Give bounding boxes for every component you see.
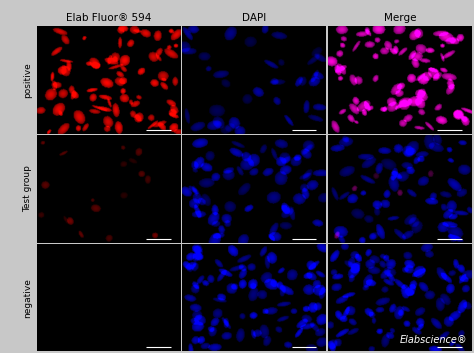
Text: positive: positive xyxy=(24,62,32,98)
Text: negative: negative xyxy=(24,278,32,317)
Text: Elabscience®: Elabscience® xyxy=(400,335,467,345)
Text: DAPI: DAPI xyxy=(242,13,266,23)
Text: Test group: Test group xyxy=(24,166,32,212)
Text: Elab Fluor® 594: Elab Fluor® 594 xyxy=(66,13,152,23)
Text: Merge: Merge xyxy=(383,13,416,23)
